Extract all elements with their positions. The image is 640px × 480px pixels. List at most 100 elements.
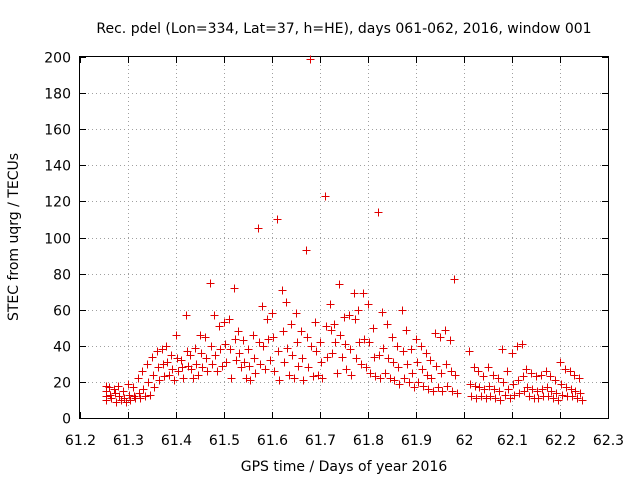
data-point bbox=[578, 396, 587, 405]
data-point bbox=[568, 392, 577, 401]
data-point bbox=[112, 398, 121, 407]
data-point bbox=[197, 349, 206, 358]
data-point bbox=[355, 338, 364, 347]
data-point bbox=[282, 298, 291, 307]
data-point bbox=[306, 55, 315, 64]
data-point bbox=[371, 372, 380, 381]
data-point bbox=[501, 391, 510, 400]
data-point bbox=[210, 311, 219, 320]
data-point bbox=[312, 347, 321, 356]
data-point bbox=[567, 385, 576, 394]
data-point bbox=[570, 371, 579, 380]
data-point bbox=[346, 345, 355, 354]
data-point bbox=[532, 372, 541, 381]
data-point bbox=[278, 286, 287, 295]
data-point bbox=[551, 376, 560, 385]
data-point bbox=[231, 335, 240, 344]
data-point bbox=[154, 363, 163, 372]
data-point bbox=[213, 367, 222, 376]
data-point bbox=[547, 387, 556, 396]
y-tick-label: 40 bbox=[53, 340, 71, 356]
data-point bbox=[484, 363, 493, 372]
data-point bbox=[280, 358, 289, 367]
data-point bbox=[215, 322, 224, 331]
data-point bbox=[196, 331, 205, 340]
data-point bbox=[292, 309, 301, 318]
data-point bbox=[362, 363, 371, 372]
data-point bbox=[453, 389, 462, 398]
data-point bbox=[173, 354, 182, 363]
data-point bbox=[318, 374, 327, 383]
data-point bbox=[330, 320, 339, 329]
data-point bbox=[513, 342, 522, 351]
x-tick-label: 61.4 bbox=[161, 433, 192, 449]
data-point bbox=[198, 363, 207, 372]
data-point bbox=[341, 340, 350, 349]
data-point bbox=[390, 376, 399, 385]
data-point bbox=[159, 360, 168, 369]
data-point bbox=[122, 398, 131, 407]
data-point bbox=[537, 371, 546, 380]
data-point bbox=[115, 392, 124, 401]
data-point bbox=[208, 360, 217, 369]
data-point bbox=[413, 358, 422, 367]
y-tick-label: 180 bbox=[44, 87, 71, 103]
data-point bbox=[268, 309, 277, 318]
x-tick-label: 62.2 bbox=[545, 433, 576, 449]
data-point bbox=[202, 354, 211, 363]
data-point bbox=[307, 342, 316, 351]
data-point bbox=[227, 374, 236, 383]
data-point bbox=[347, 371, 356, 380]
data-point bbox=[360, 335, 369, 344]
data-point bbox=[412, 335, 421, 344]
data-point bbox=[338, 353, 347, 362]
data-point bbox=[226, 345, 235, 354]
data-point bbox=[417, 342, 426, 351]
data-point bbox=[446, 336, 455, 345]
data-point bbox=[558, 391, 567, 400]
data-point bbox=[235, 349, 244, 358]
data-point bbox=[477, 392, 486, 401]
data-point bbox=[490, 385, 499, 394]
data-point bbox=[504, 385, 513, 394]
data-point bbox=[240, 358, 249, 367]
data-point bbox=[381, 369, 390, 378]
grid-lines bbox=[80, 57, 608, 418]
data-point bbox=[153, 347, 162, 356]
data-point bbox=[192, 360, 201, 369]
data-point bbox=[288, 351, 297, 360]
data-point bbox=[386, 374, 395, 383]
y-tick-label: 0 bbox=[62, 412, 71, 428]
data-point bbox=[309, 372, 318, 381]
data-point bbox=[139, 385, 148, 394]
data-point bbox=[374, 208, 383, 217]
data-point bbox=[322, 322, 331, 331]
data-point bbox=[287, 320, 296, 329]
data-point bbox=[170, 376, 179, 385]
data-point bbox=[266, 356, 275, 365]
data-point bbox=[472, 394, 481, 403]
x-tick-label: 61.5 bbox=[209, 433, 240, 449]
data-point bbox=[141, 392, 150, 401]
data-point bbox=[134, 374, 143, 383]
data-point bbox=[251, 369, 260, 378]
data-point bbox=[556, 358, 565, 367]
data-point bbox=[544, 392, 553, 401]
data-point bbox=[275, 376, 284, 385]
data-point bbox=[384, 354, 393, 363]
data-point bbox=[403, 360, 412, 369]
data-point bbox=[342, 365, 351, 374]
y-tick-label: 100 bbox=[44, 232, 71, 248]
data-point bbox=[216, 345, 225, 354]
data-point bbox=[427, 374, 436, 383]
data-point bbox=[283, 344, 292, 353]
data-point bbox=[167, 351, 176, 360]
y-tick-label: 20 bbox=[53, 376, 71, 392]
x-tick-label: 61.8 bbox=[353, 433, 384, 449]
data-point bbox=[571, 387, 580, 396]
chart-title: Rec. pdel (Lon=334, Lat=37, h=HE), days … bbox=[96, 21, 591, 37]
data-point bbox=[533, 387, 542, 396]
data-point bbox=[163, 358, 172, 367]
data-point bbox=[182, 311, 191, 320]
data-point bbox=[573, 394, 582, 403]
